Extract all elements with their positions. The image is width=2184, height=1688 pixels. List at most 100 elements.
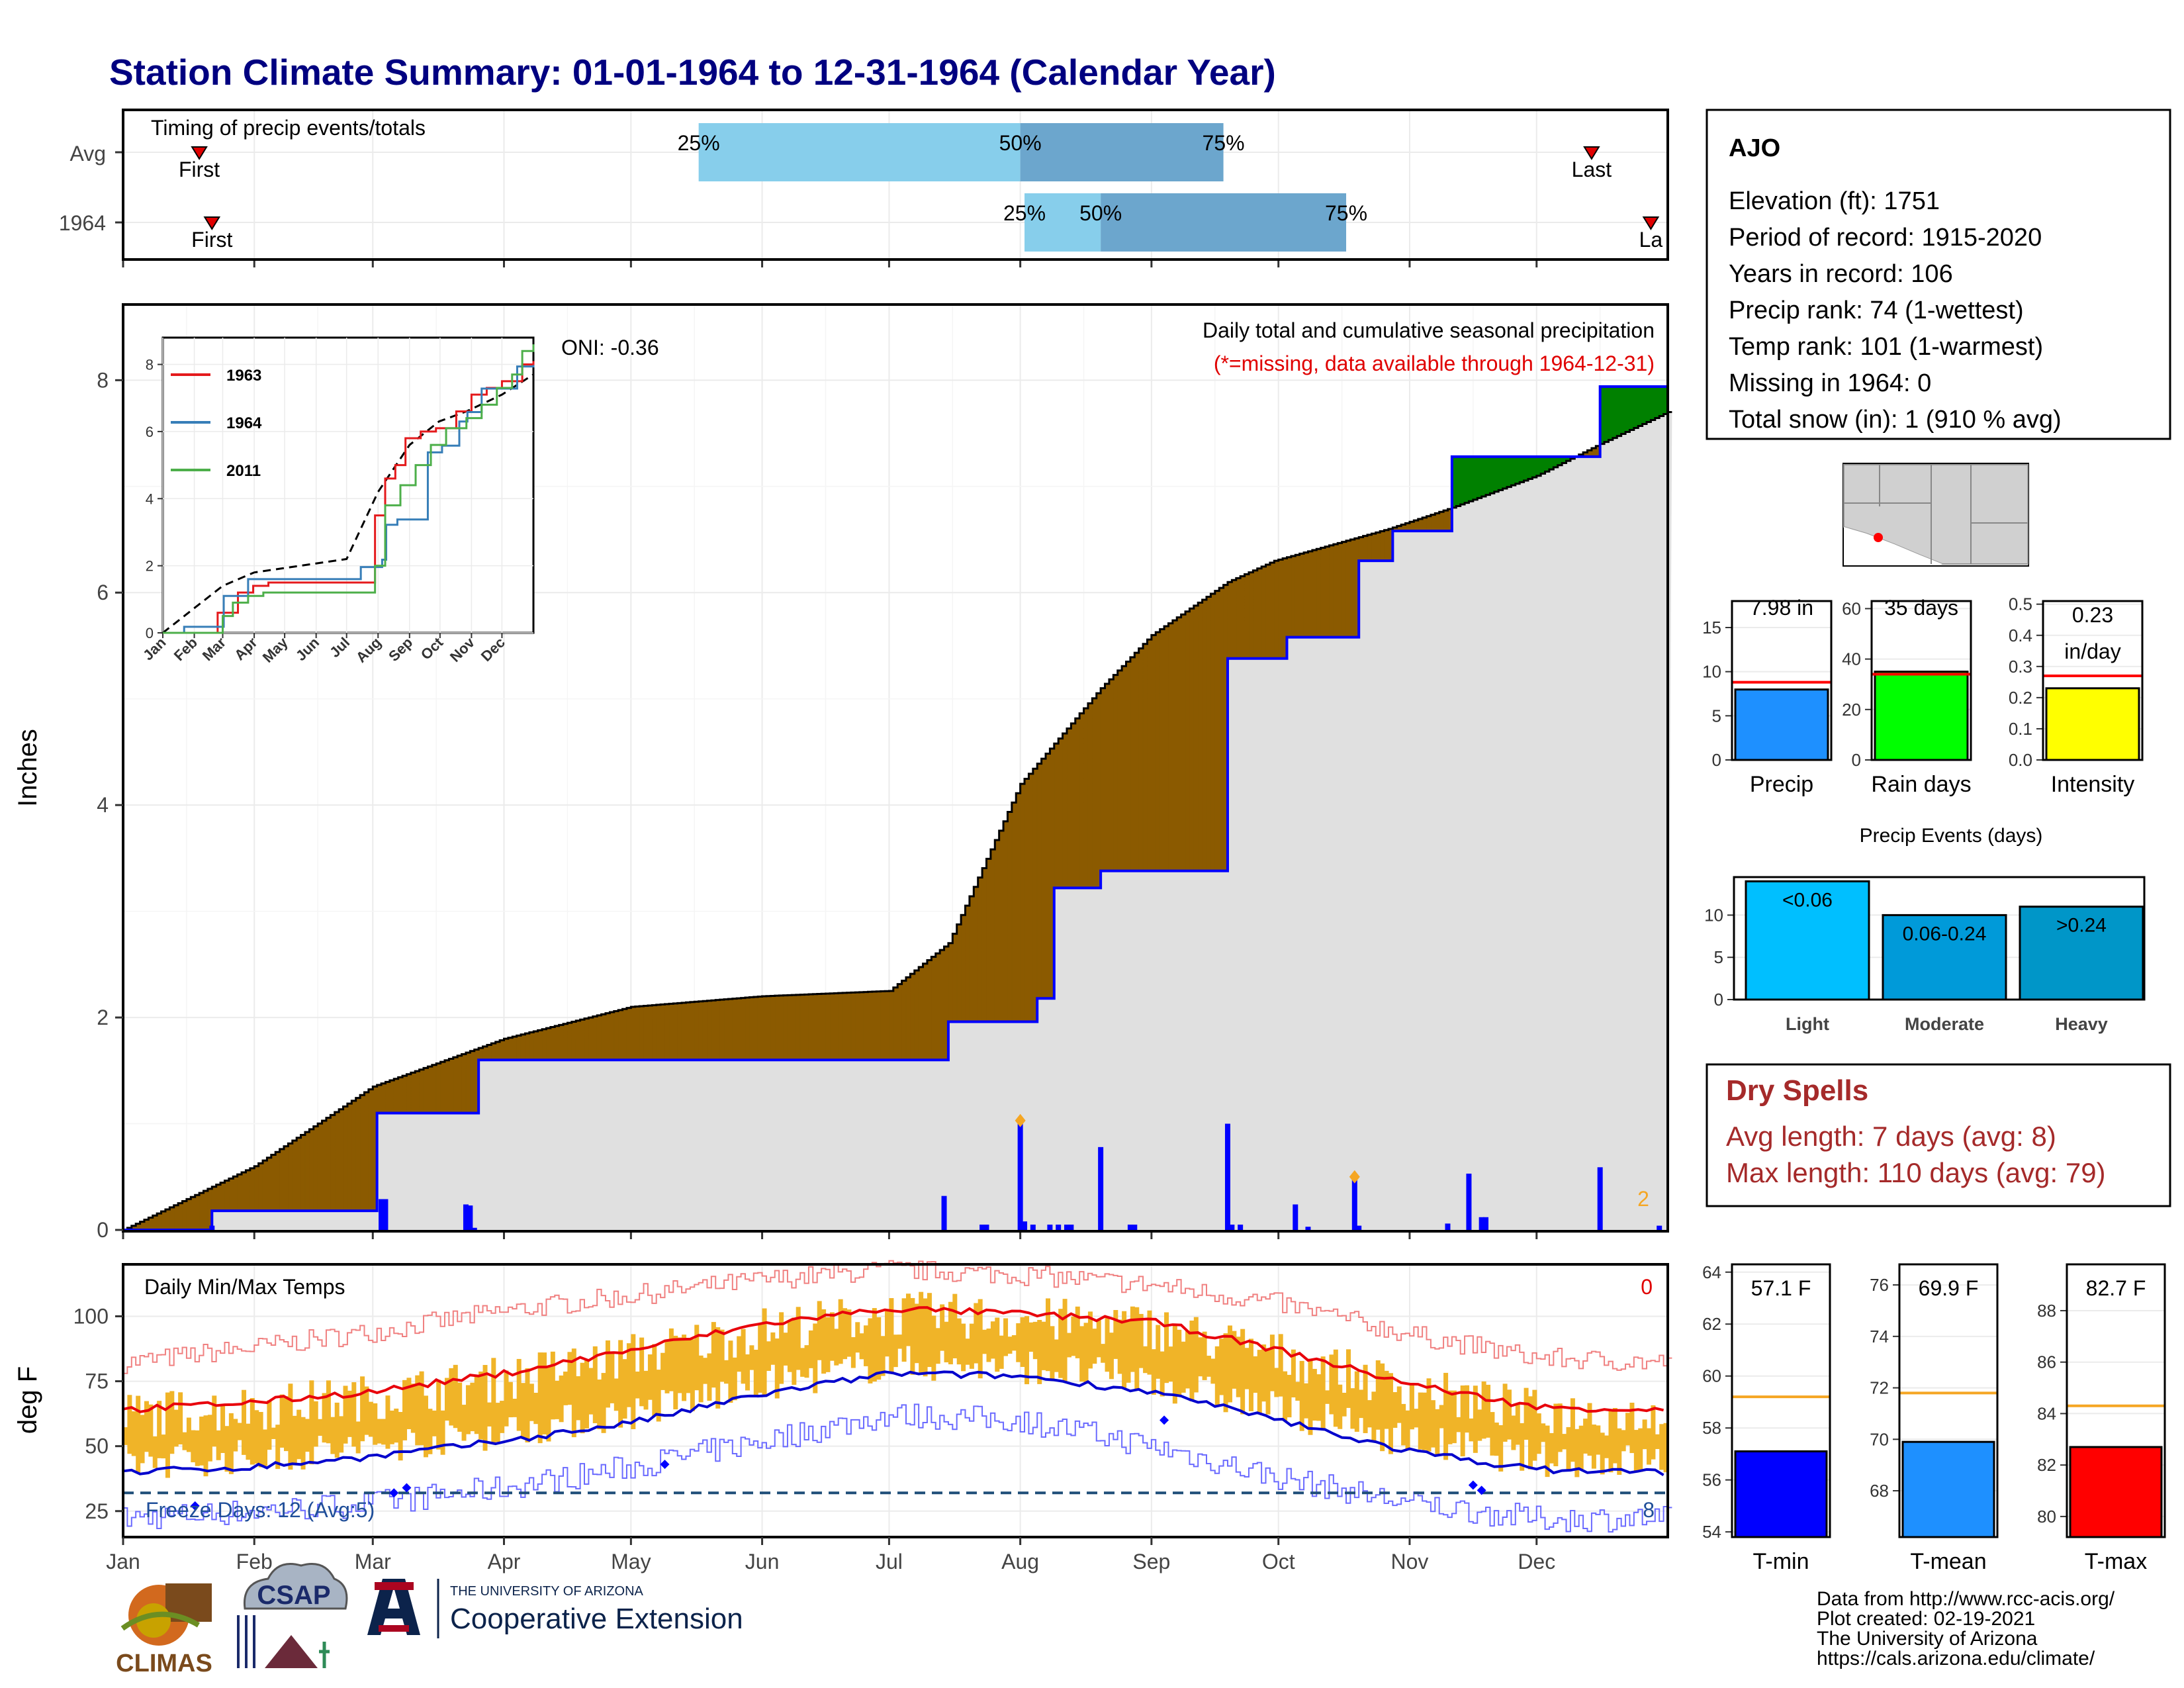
daily-temp-bar: [263, 1429, 268, 1466]
mini-bar-y-tick-label: 0.4: [2009, 626, 2032, 645]
events-category-label: Light: [1786, 1014, 1829, 1034]
timing-title: Timing of precip events/totals: [151, 116, 426, 140]
daily-temp-bar: [1257, 1350, 1262, 1414]
daily-temp-bar: [905, 1293, 911, 1346]
daily-temp-bar: [432, 1410, 437, 1436]
university-arizona-logo: THE UNIVERSITY OF ARIZONA Cooperative Ex…: [367, 1579, 743, 1638]
temp-summary-y-tick-label: 88: [2037, 1301, 2056, 1321]
record-low-marker: [1160, 1415, 1169, 1425]
precip-summary-bars: 0 5 10 15 Precip 0 20 40 60 Rain days 0.0 0.1 0.2 0.3…: [1702, 594, 2144, 797]
daily-temp-bar: [1659, 1424, 1664, 1470]
dry-spells-title: Dry Spells: [1726, 1074, 1868, 1107]
temp-summary-bar: [2069, 1446, 2163, 1538]
daily-temp-bar: [1037, 1319, 1042, 1384]
mini-bar-value-label: 35 days: [1884, 596, 1958, 620]
daily-temp-bar: [1050, 1326, 1055, 1380]
daily-temp-bar: [1566, 1427, 1571, 1472]
daily-temp-bar: [931, 1315, 936, 1381]
daily-temp-bar: [275, 1425, 281, 1470]
daily-temp-bar: [652, 1344, 657, 1417]
daily-temp-bar: [313, 1401, 318, 1447]
temp-x-tick-label: Oct: [1262, 1550, 1295, 1573]
mini-bar-y-tick-label: 15: [1702, 618, 1721, 637]
daily-temp-bar: [224, 1426, 230, 1472]
station-location-marker: [1874, 533, 1883, 542]
temp-summary-frame: [1898, 1263, 1999, 1538]
daily-temp-bar: [1177, 1329, 1182, 1396]
daily-temp-bar: [829, 1312, 835, 1361]
temp-summary-value-label: 82.7 F: [2086, 1276, 2146, 1300]
events-bar: [1745, 880, 1870, 1001]
daily-temp-bar: [698, 1355, 704, 1403]
daily-temp-bar: [470, 1382, 475, 1432]
daily-temp-bar: [999, 1335, 1004, 1369]
daily-temp-bar: [1359, 1389, 1364, 1419]
daily-temp-bar: [1469, 1418, 1474, 1442]
daily-temp-bar: [288, 1383, 293, 1470]
daily-temp-bar: [1295, 1382, 1300, 1401]
mini-bar-category-label: Precip: [1750, 772, 1813, 797]
footer-plot-created: Plot created: 02-19-2021: [1817, 1608, 2035, 1630]
daily-temp-bar: [516, 1358, 522, 1431]
daily-precip-bar: [1305, 1227, 1311, 1230]
daily-temp-bar: [1333, 1349, 1338, 1427]
daily-temp-bar: [152, 1436, 158, 1468]
station-snow: Total snow (in): 1 (910 % avg): [1729, 406, 2062, 434]
daily-temp-bar: [292, 1415, 297, 1466]
daily-temp-bar: [1392, 1392, 1398, 1428]
daily-temp-bar: [1105, 1316, 1110, 1372]
daily-temp-bar: [355, 1421, 361, 1454]
heavy-event-marker: [1349, 1170, 1360, 1184]
daily-temp-bar: [1156, 1325, 1161, 1379]
daily-temp-bar: [1520, 1423, 1525, 1471]
daily-temp-bar: [1223, 1333, 1228, 1413]
daily-temp-bar: [1486, 1384, 1491, 1438]
daily-temp-bar: [123, 1427, 128, 1445]
mini-bar-y-tick-label: 0.3: [2009, 657, 2032, 677]
daily-temp-bar: [1244, 1348, 1250, 1389]
daily-temp-bar: [668, 1328, 674, 1391]
temp-y-tick-label: 100: [73, 1304, 109, 1328]
daily-temp-bar: [576, 1376, 581, 1421]
daily-temp-bar: [216, 1430, 221, 1460]
record-low-marker: [389, 1488, 399, 1498]
daily-temp-bar: [486, 1402, 492, 1427]
daily-temp-bar: [242, 1389, 247, 1455]
daily-temp-bar: [364, 1386, 369, 1435]
freeze-days-count: 8: [1643, 1498, 1655, 1522]
temp-summary-bar: [1901, 1440, 1995, 1538]
daily-temp-bar: [1308, 1358, 1313, 1435]
average-cumulative-line: [123, 410, 1672, 1231]
daily-precip-bar: [1238, 1224, 1244, 1230]
daily-temp-bar: [389, 1410, 394, 1444]
daily-temp-bar: [821, 1309, 827, 1374]
daily-temp-bar: [148, 1404, 154, 1457]
daily-temp-bar: [1384, 1370, 1389, 1429]
mini-bar-panel: 0 5 10 15 Precip: [1702, 600, 1833, 797]
precip-panel: 0 2 4 6 8 Inches ONI: -0.36 Daily total and …: [13, 303, 1672, 1242]
daily-temp-bar: [1621, 1430, 1626, 1452]
daily-temp-bar: [1443, 1372, 1449, 1460]
record-low-marker: [190, 1501, 200, 1511]
daily-temp-bar: [1028, 1322, 1034, 1352]
daily-temp-bar: [643, 1370, 649, 1410]
daily-temp-bar: [1405, 1410, 1410, 1451]
daily-temp-bar: [1312, 1368, 1317, 1421]
precip-y-tick-label: 6: [97, 581, 109, 604]
precip-y-tick-label: 8: [97, 368, 109, 392]
daily-temp-bar: [402, 1380, 408, 1440]
daily-temp-bar: [1138, 1313, 1144, 1368]
daily-temp-bar: [482, 1364, 488, 1451]
inset-y-tick-label: 4: [146, 491, 154, 507]
daily-temp-bar: [626, 1343, 631, 1407]
daily-temp-bar: [724, 1360, 729, 1384]
daily-temp-bar: [660, 1352, 666, 1390]
daily-temp-bar: [787, 1320, 792, 1372]
daily-temp-bar: [1248, 1338, 1253, 1411]
daily-temp-bar: [529, 1383, 534, 1421]
daily-temp-bar: [1143, 1346, 1148, 1374]
daily-temp-bar: [424, 1395, 429, 1458]
timing-bar-25-50: [1024, 193, 1101, 252]
timing-panel: 25% 50% 75% First Last 25% 50% 75% First La Timin…: [59, 109, 1669, 267]
